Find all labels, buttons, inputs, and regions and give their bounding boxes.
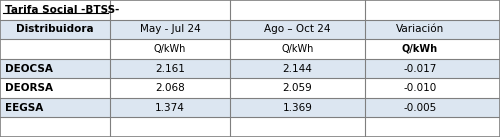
Text: DEOCSA: DEOCSA [5,64,53,73]
Text: 1.374: 1.374 [155,103,185,113]
Bar [0,20,500,39]
Text: 1.369: 1.369 [282,103,312,113]
Text: 2.161: 2.161 [155,64,185,73]
Text: Ago – Oct 24: Ago – Oct 24 [264,24,331,34]
Bar [0,78,500,98]
Text: May - Jul 24: May - Jul 24 [140,24,200,34]
Text: 2.068: 2.068 [155,83,185,93]
Bar [0,39,500,59]
Text: -0.010: -0.010 [404,83,436,93]
Text: Distribuidora: Distribuidora [16,24,94,34]
Text: Q/kWh: Q/kWh [154,44,186,54]
Text: EEGSA: EEGSA [5,103,44,113]
Bar [0,98,500,117]
Text: -0.005: -0.005 [404,103,436,113]
Text: Tarifa Social -BTSS-: Tarifa Social -BTSS- [5,5,119,15]
Bar [0,0,500,20]
Bar [0,59,500,78]
Text: Q/kWh: Q/kWh [402,44,438,54]
Text: Variación: Variación [396,24,444,34]
Text: 2.144: 2.144 [282,64,312,73]
Text: 2.059: 2.059 [282,83,312,93]
Text: DEORSA: DEORSA [5,83,53,93]
Text: -0.017: -0.017 [404,64,436,73]
Text: Q/kWh: Q/kWh [282,44,314,54]
